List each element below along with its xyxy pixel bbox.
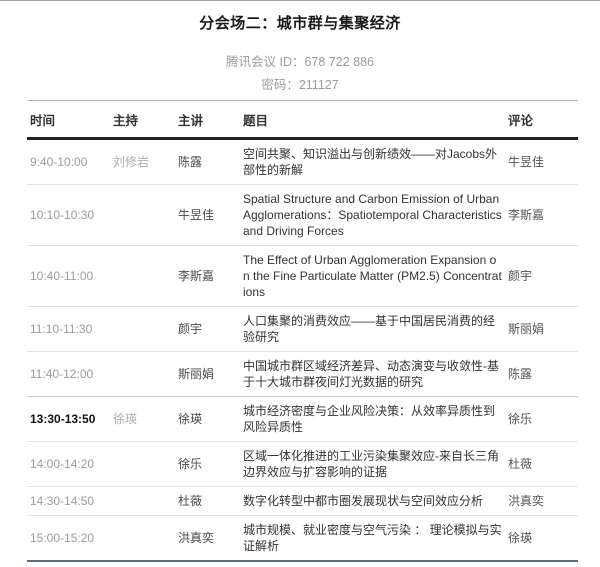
cell-commentator: 洪真奕 <box>508 486 578 516</box>
cell-host <box>113 441 178 487</box>
cell-commentator: 李斯嘉 <box>508 184 578 246</box>
session-table-body: 9:40-10:00 刘修岩 陈露 空间共聚、知识溢出与创新绩效——对Jacob… <box>27 139 578 562</box>
cell-speaker: 徐乐 <box>178 441 243 487</box>
column-header-time: 时间 <box>27 100 113 140</box>
cell-host: 徐瑛 <box>113 396 178 442</box>
cell-title: 数字化转型中都市圈发展现状与空间效应分析 <box>243 486 508 516</box>
cell-host <box>113 245 178 307</box>
table-row: 10:40-11:00 李斯嘉 The Effect of Urban Aggl… <box>27 245 578 307</box>
cell-time: 11:10-11:30 <box>27 306 113 352</box>
cell-title: Spatial Structure and Carbon Emission of… <box>243 184 508 246</box>
column-header-host: 主持 <box>113 100 178 140</box>
cell-host <box>113 486 178 516</box>
cell-commentator: 杜薇 <box>508 441 578 487</box>
table-row: 11:40-12:00 斯丽娟 中国城市群区域经济差异、动态演变与收敛性-基于十… <box>27 351 578 397</box>
cell-time: 10:40-11:00 <box>27 245 113 307</box>
table-row: 14:30-14:50 杜薇 数字化转型中都市圈发展现状与空间效应分析 洪真奕 <box>27 486 578 516</box>
cell-commentator: 颜宇 <box>508 245 578 307</box>
cell-commentator: 徐瑛 <box>508 515 578 562</box>
meeting-password: 密码：211127 <box>261 77 339 92</box>
table-row: 13:30-13:50 徐瑛 徐瑛 城市经济密度与企业风险决策：从效率异质性到风… <box>27 396 578 442</box>
cell-title: 城市经济密度与企业风险决策：从效率异质性到风险异质性 <box>243 396 508 442</box>
session-table: 时间 主持 主讲 题目 评论 9:40-10:00 刘修岩 陈露 空间共聚、知识… <box>27 100 578 562</box>
cell-time: 13:30-13:50 <box>27 396 113 442</box>
cell-time: 14:30-14:50 <box>27 486 113 516</box>
cell-commentator: 徐乐 <box>508 396 578 442</box>
cell-title: 城市规模、就业密度与空气污染 ： 理论模拟与实证解析 <box>243 515 508 562</box>
cell-speaker: 牛昱佳 <box>178 184 243 246</box>
cell-speaker: 斯丽娟 <box>178 351 243 397</box>
table-row: 15:00-15:20 洪真奕 城市规模、就业密度与空气污染 ： 理论模拟与实证… <box>27 515 578 562</box>
column-header-title: 题目 <box>243 100 508 140</box>
column-header-commentator: 评论 <box>508 100 578 140</box>
cell-time: 11:40-12:00 <box>27 351 113 397</box>
cell-speaker: 颜宇 <box>178 306 243 352</box>
cell-host <box>113 351 178 397</box>
cell-time: 9:40-10:00 <box>30 155 88 169</box>
cell-title: 区域一体化推进的工业污染集聚效应-来自长三角边界效应与扩容影响的证据 <box>243 441 508 487</box>
cell-time: 14:00-14:20 <box>27 441 113 487</box>
cell-speaker: 洪真奕 <box>178 515 243 562</box>
cell-time: 15:00-15:20 <box>27 515 113 562</box>
cell-speaker: 李斯嘉 <box>178 245 243 307</box>
cell-host <box>113 306 178 352</box>
cell-commentator: 陈露 <box>508 351 578 397</box>
cell-title: 空间共聚、知识溢出与创新绩效——对Jacobs外部性的新解 <box>243 147 498 177</box>
table-row: 9:40-10:00 刘修岩 陈露 空间共聚、知识溢出与创新绩效——对Jacob… <box>27 139 578 185</box>
column-header-speaker: 主讲 <box>178 100 243 140</box>
cell-speaker: 杜薇 <box>178 486 243 516</box>
cell-time: 10:10-10:30 <box>27 184 113 246</box>
cell-title: 中国城市群区域经济差异、动态演变与收敛性-基于十大城市群夜间灯光数据的研究 <box>243 351 508 397</box>
meeting-id: 腾讯会议 ID：678 722 886 <box>226 55 374 69</box>
cell-host: 刘修岩 <box>113 155 150 169</box>
meeting-info: 腾讯会议 ID：678 722 886 密码：211127 <box>0 51 600 96</box>
cell-speaker: 徐瑛 <box>178 396 243 442</box>
session-table-header: 时间 主持 主讲 题目 评论 <box>27 100 578 140</box>
cell-title: The Effect of Urban Agglomeration Expans… <box>243 245 508 307</box>
cell-commentator: 牛昱佳 <box>508 155 545 169</box>
cell-speaker: 陈露 <box>178 155 203 169</box>
cell-title: 人口集聚的消费效应——基于中国居民消费的经验研究 <box>243 306 508 352</box>
cell-host <box>113 184 178 246</box>
cell-commentator: 斯丽娟 <box>508 306 578 352</box>
page-title: 分会场二：城市群与集聚经济 <box>199 15 401 32</box>
table-row: 14:00-14:20 徐乐 区域一体化推进的工业污染集聚效应-来自长三角边界效… <box>27 441 578 487</box>
cell-host <box>113 515 178 562</box>
table-row: 10:10-10:30 牛昱佳 Spatial Structure and Ca… <box>27 184 578 246</box>
table-row: 11:10-11:30 颜宇 人口集聚的消费效应——基于中国居民消费的经验研究 … <box>27 306 578 352</box>
